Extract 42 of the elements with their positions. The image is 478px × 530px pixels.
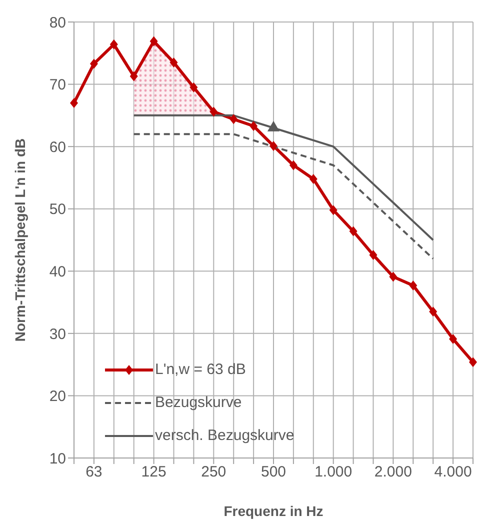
point bbox=[309, 174, 318, 184]
point bbox=[289, 160, 298, 170]
y-tick-label: 30 bbox=[49, 326, 66, 343]
point bbox=[70, 98, 78, 108]
y-tick-label: 80 bbox=[49, 14, 66, 32]
point bbox=[469, 357, 477, 368]
y-tick-label: 50 bbox=[49, 201, 66, 218]
x-tick-label: 4.000 bbox=[434, 464, 472, 481]
y-tick-label: 40 bbox=[49, 263, 66, 280]
y-tick-label: 20 bbox=[49, 388, 66, 406]
point bbox=[429, 306, 438, 317]
point bbox=[190, 82, 198, 92]
y-tick-label: 10 bbox=[49, 450, 66, 468]
point bbox=[90, 58, 98, 69]
x-tick-label: 63 bbox=[86, 464, 102, 481]
point bbox=[369, 250, 378, 260]
x-tick-label: 125 bbox=[141, 464, 166, 481]
legend-label: versch. Bezugskurve bbox=[155, 427, 294, 444]
point bbox=[230, 114, 238, 124]
line-series bbox=[132, 133, 434, 260]
point bbox=[150, 36, 158, 46]
x-tick-label: 2.000 bbox=[374, 464, 412, 481]
legend-label: Bezugskurve bbox=[155, 394, 242, 411]
point bbox=[250, 121, 258, 132]
point bbox=[170, 57, 178, 68]
point bbox=[329, 205, 338, 216]
point bbox=[110, 39, 118, 50]
y-tick-label: 70 bbox=[49, 76, 66, 94]
point bbox=[409, 280, 418, 290]
point bbox=[270, 140, 278, 151]
point bbox=[389, 272, 398, 282]
x-tick-label: 1.000 bbox=[314, 464, 352, 481]
point bbox=[210, 106, 218, 117]
legend-label: L'n,w = 63 dB bbox=[155, 361, 246, 378]
y-axis-title: Norm-Trittschalpegel L'n in dB bbox=[12, 138, 28, 342]
x-axis-title: Frequenz in Hz bbox=[224, 503, 324, 519]
point bbox=[449, 334, 458, 344]
x-tick-label: 250 bbox=[201, 464, 226, 481]
point bbox=[349, 226, 358, 236]
point bbox=[130, 71, 138, 82]
x-tick-label: 500 bbox=[260, 464, 286, 481]
y-tick-label: 60 bbox=[49, 138, 66, 156]
